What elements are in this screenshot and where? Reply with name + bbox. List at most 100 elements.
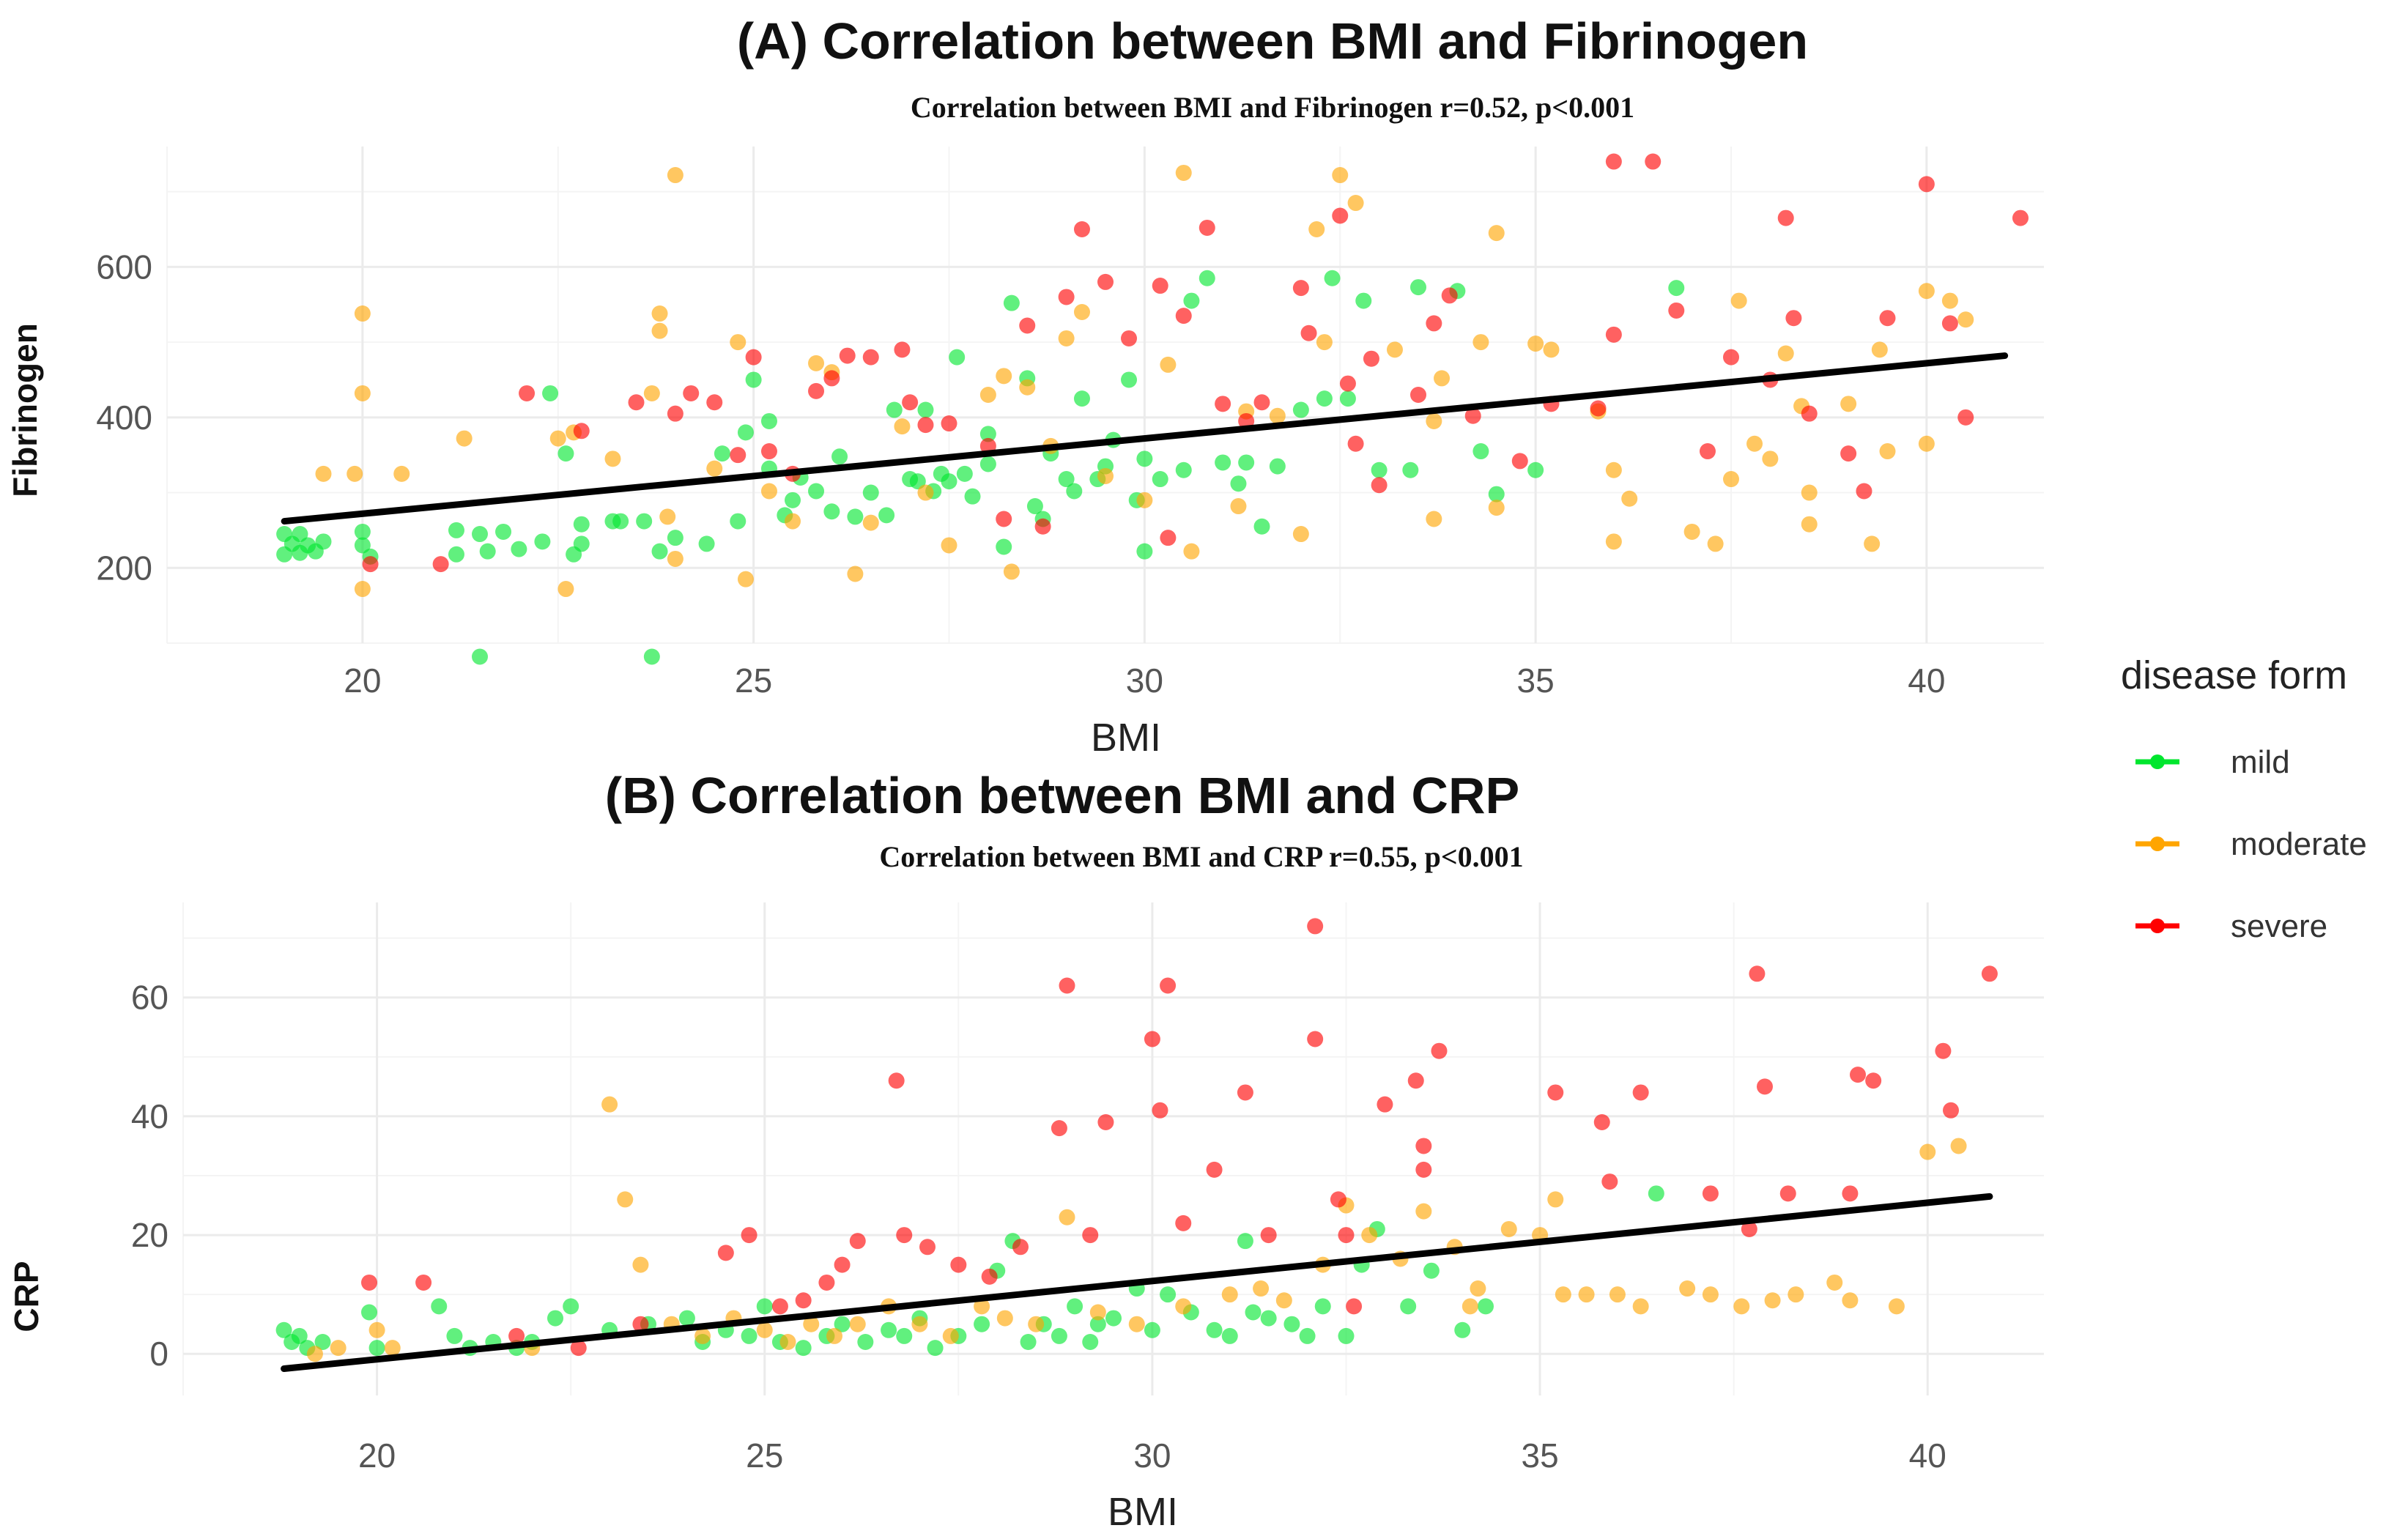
point-severe: [1547, 1084, 1564, 1101]
y-tick-label: 20: [131, 1216, 168, 1254]
point-mild: [917, 401, 934, 418]
x-tick-label: 40: [1908, 661, 1945, 700]
point-severe: [1777, 209, 1794, 226]
point-mild: [643, 648, 660, 665]
point-mild: [1314, 1298, 1331, 1315]
point-severe: [632, 1316, 649, 1332]
point-moderate: [1762, 450, 1779, 467]
point-severe: [1785, 310, 1802, 327]
point-mild: [1136, 543, 1153, 560]
point-severe: [888, 1072, 905, 1089]
point-moderate: [1746, 435, 1763, 452]
point-mild: [1488, 486, 1505, 503]
point-severe: [1605, 326, 1622, 343]
point-moderate: [911, 1316, 928, 1332]
point-severe: [917, 417, 934, 434]
point-moderate: [785, 513, 801, 530]
point-severe: [1160, 977, 1177, 994]
y-tick-label: 40: [131, 1097, 168, 1135]
point-mild: [511, 541, 527, 557]
legend-key-dot: [2150, 754, 2165, 769]
y-tick-label: 400: [96, 398, 152, 437]
point-mild: [1478, 1298, 1494, 1315]
point-severe: [1511, 453, 1528, 470]
point-mild: [1230, 475, 1247, 492]
point-moderate: [1702, 1286, 1719, 1303]
point-mild: [1144, 1321, 1160, 1338]
point-severe: [1371, 477, 1388, 494]
panel-b-points: [275, 918, 1998, 1362]
point-moderate: [1269, 407, 1286, 424]
point-mild: [1292, 401, 1309, 418]
panel-a-x-ticks: 20 25 30 35 40: [344, 661, 1945, 700]
point-mild: [1105, 1310, 1122, 1327]
point-moderate: [862, 514, 879, 531]
point-moderate: [1292, 526, 1309, 543]
point-mild: [612, 513, 629, 530]
point-mild: [714, 445, 730, 462]
point-severe: [1175, 1214, 1192, 1231]
point-moderate: [1332, 167, 1349, 184]
point-severe: [1840, 445, 1857, 462]
point-moderate: [1136, 492, 1153, 508]
point-mild: [1324, 270, 1341, 286]
point-severe: [839, 347, 856, 364]
point-severe: [1842, 1185, 1859, 1202]
point-moderate: [1919, 1143, 1936, 1160]
panel-a-subtitle: Correlation between BMI and Fibrinogen r…: [911, 91, 1634, 124]
point-mild: [1648, 1185, 1664, 1202]
point-moderate: [1950, 1138, 1967, 1154]
point-mild: [542, 385, 559, 401]
point-severe: [1377, 1096, 1393, 1113]
point-mild: [834, 1316, 851, 1332]
point-moderate: [756, 1321, 773, 1338]
point-severe: [1415, 1161, 1432, 1178]
point-mild: [741, 1327, 757, 1344]
point-severe: [573, 423, 590, 440]
point-mild: [547, 1310, 563, 1327]
point-moderate: [549, 430, 566, 447]
point-severe: [1957, 409, 1974, 426]
panel-a-points: [276, 153, 2029, 665]
point-moderate: [557, 581, 574, 598]
point-moderate: [1764, 1292, 1781, 1309]
point-severe: [1034, 518, 1051, 535]
point-moderate: [1723, 471, 1739, 488]
x-tick-label: 30: [1126, 661, 1163, 700]
point-moderate: [1621, 490, 1638, 507]
point-mild: [760, 412, 777, 429]
point-severe: [1856, 483, 1872, 500]
x-tick-label: 35: [1517, 661, 1555, 700]
point-severe: [1097, 1114, 1114, 1131]
point-mild: [275, 1321, 292, 1338]
point-moderate: [617, 1191, 634, 1208]
point-severe: [1779, 1185, 1796, 1202]
point-severe: [570, 1340, 587, 1357]
x-tick-label: 30: [1133, 1436, 1171, 1475]
point-moderate: [803, 1316, 820, 1332]
point-moderate: [1801, 484, 1818, 501]
legend-key-dot: [2150, 837, 2165, 851]
point-mild: [1454, 1321, 1471, 1338]
point-moderate: [1073, 304, 1090, 320]
y-tick-label: 200: [96, 549, 152, 587]
point-mild: [1527, 461, 1544, 478]
panel-b-y-axis-label: CRP: [7, 1261, 45, 1332]
point-moderate: [1527, 335, 1544, 352]
point-mild: [368, 1340, 385, 1357]
point-moderate: [1089, 1304, 1106, 1321]
point-severe: [706, 394, 723, 411]
point-severe: [902, 394, 919, 411]
point-severe: [1605, 153, 1622, 170]
point-moderate: [1679, 1280, 1696, 1297]
x-tick-label: 20: [344, 661, 381, 700]
point-mild: [857, 1334, 874, 1351]
x-tick-label: 35: [1521, 1436, 1558, 1475]
point-mild: [354, 523, 371, 540]
point-severe: [1300, 325, 1317, 341]
point-moderate: [1842, 1292, 1859, 1309]
point-moderate: [632, 1256, 649, 1273]
point-moderate: [1801, 516, 1818, 533]
point-severe: [1152, 1102, 1168, 1119]
panel-fibrinogen: (A) Correlation between BMI and Fibrinog…: [6, 12, 2044, 760]
